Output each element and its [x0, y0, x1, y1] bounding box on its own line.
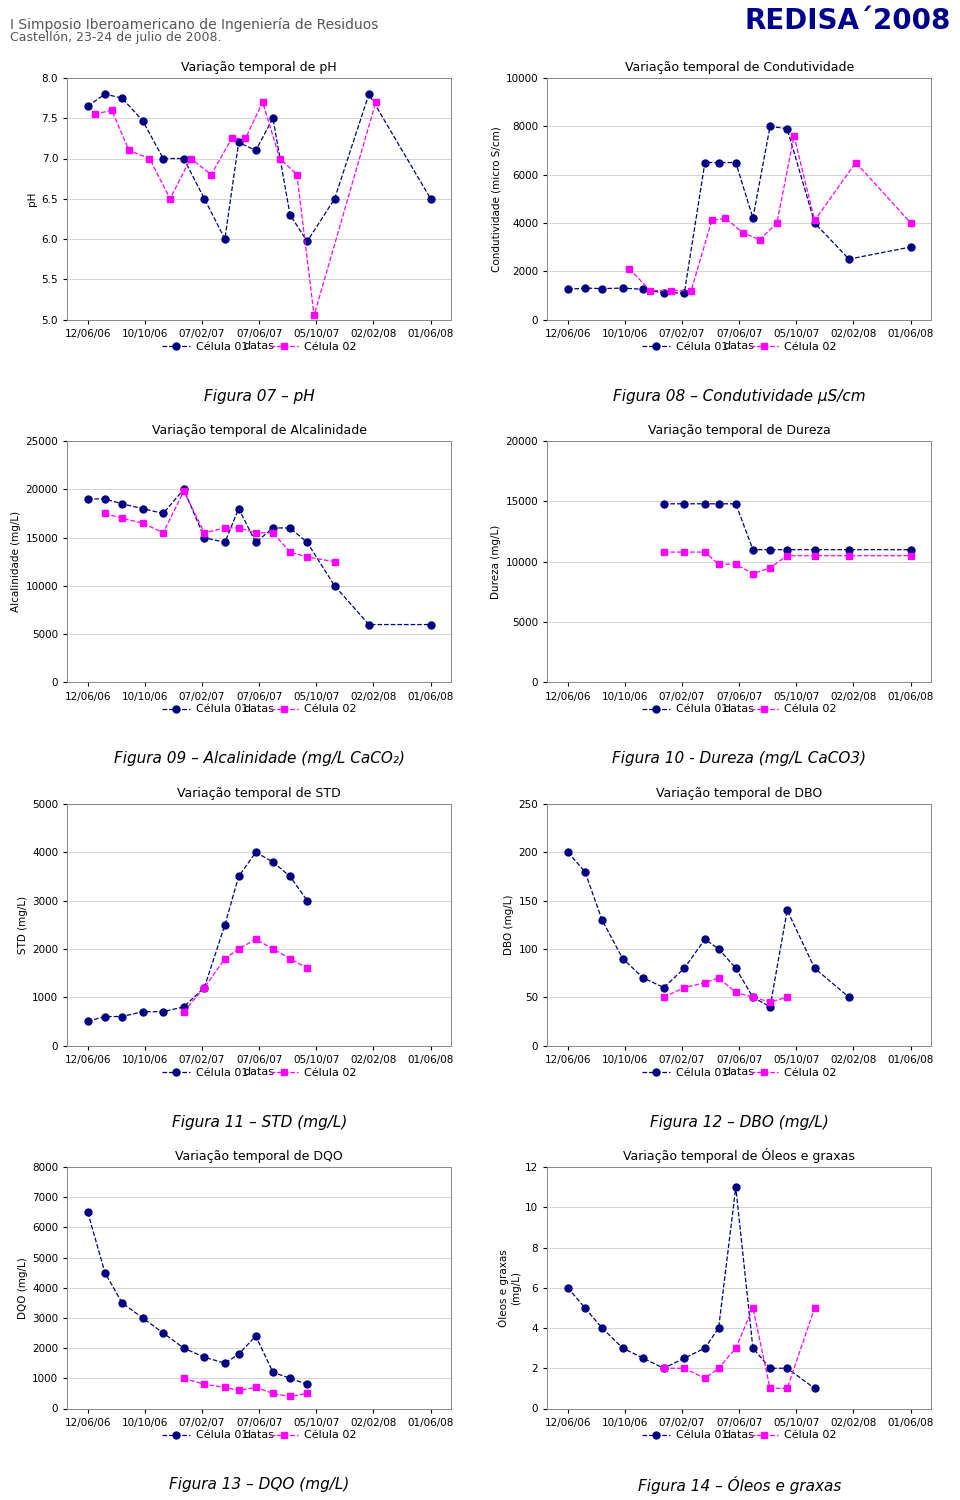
X-axis label: datas: datas: [724, 342, 755, 351]
Y-axis label: Óleos e graxas
(mg/L): Óleos e graxas (mg/L): [497, 1250, 520, 1326]
Title: Variação temporal de DBO: Variação temporal de DBO: [656, 788, 823, 800]
Text: Castellón, 23-24 de julio de 2008.: Castellón, 23-24 de julio de 2008.: [10, 32, 221, 45]
Legend: Célula 01, Célula 02: Célula 01, Célula 02: [157, 700, 361, 718]
Legend: Célula 01, Célula 02: Célula 01, Célula 02: [157, 1064, 361, 1082]
Legend: Célula 01, Célula 02: Célula 01, Célula 02: [157, 1426, 361, 1444]
Text: Figura 08 – Condutividade μS/cm: Figura 08 – Condutividade μS/cm: [612, 388, 866, 404]
X-axis label: datas: datas: [724, 705, 755, 714]
Title: Variação temporal de Dureza: Variação temporal de Dureza: [648, 424, 830, 436]
Text: Figura 14 – Óleos e graxas: Figura 14 – Óleos e graxas: [637, 1476, 841, 1494]
Y-axis label: Alcalinidade (mg/L): Alcalinidade (mg/L): [12, 512, 21, 612]
Y-axis label: DQO (mg/L): DQO (mg/L): [18, 1257, 28, 1318]
X-axis label: datas: datas: [244, 1068, 275, 1077]
Legend: Célula 01, Célula 02: Célula 01, Célula 02: [637, 1426, 841, 1444]
Title: Variação temporal de DQO: Variação temporal de DQO: [176, 1150, 343, 1162]
Y-axis label: STD (mg/L): STD (mg/L): [18, 896, 28, 954]
Title: Variação temporal de Alcalinidade: Variação temporal de Alcalinidade: [152, 424, 367, 436]
Legend: Célula 01, Célula 02: Célula 01, Célula 02: [157, 338, 361, 356]
Title: Variação temporal de STD: Variação temporal de STD: [178, 788, 341, 800]
Y-axis label: pH: pH: [28, 192, 37, 206]
Text: Figura 12 – DBO (mg/L): Figura 12 – DBO (mg/L): [650, 1114, 828, 1130]
Text: REDISA´2008: REDISA´2008: [744, 8, 950, 34]
Title: Variação temporal de Óleos e graxas: Variação temporal de Óleos e graxas: [623, 1148, 855, 1162]
Text: Figura 10 - Dureza (mg/L CaCO3): Figura 10 - Dureza (mg/L CaCO3): [612, 752, 866, 766]
Text: Figura 13 – DQO (mg/L): Figura 13 – DQO (mg/L): [169, 1478, 349, 1492]
X-axis label: datas: datas: [244, 705, 275, 714]
Text: I Simposio Iberoamericano de Ingeniería de Residuos: I Simposio Iberoamericano de Ingeniería …: [10, 18, 378, 33]
Y-axis label: Condutividade (micro S/cm): Condutividade (micro S/cm): [492, 126, 501, 272]
X-axis label: datas: datas: [244, 342, 275, 351]
Title: Variação temporal de Condutividade: Variação temporal de Condutividade: [625, 62, 853, 74]
Text: Figura 11 – STD (mg/L): Figura 11 – STD (mg/L): [172, 1114, 347, 1130]
Y-axis label: Dureza (mg/L): Dureza (mg/L): [492, 525, 501, 599]
Title: Variação temporal de pH: Variação temporal de pH: [181, 62, 337, 74]
X-axis label: datas: datas: [724, 1431, 755, 1440]
X-axis label: datas: datas: [244, 1431, 275, 1440]
Legend: Célula 01, Célula 02: Célula 01, Célula 02: [637, 700, 841, 718]
Text: Figura 07 – pH: Figura 07 – pH: [204, 388, 315, 404]
Legend: Célula 01, Célula 02: Célula 01, Célula 02: [637, 338, 841, 356]
Text: Figura 09 – Alcalinidade (mg/L CaCO₂): Figura 09 – Alcalinidade (mg/L CaCO₂): [113, 752, 405, 766]
Legend: Célula 01, Célula 02: Célula 01, Célula 02: [637, 1064, 841, 1082]
Y-axis label: DBO (mg/L): DBO (mg/L): [504, 894, 515, 956]
X-axis label: datas: datas: [724, 1068, 755, 1077]
